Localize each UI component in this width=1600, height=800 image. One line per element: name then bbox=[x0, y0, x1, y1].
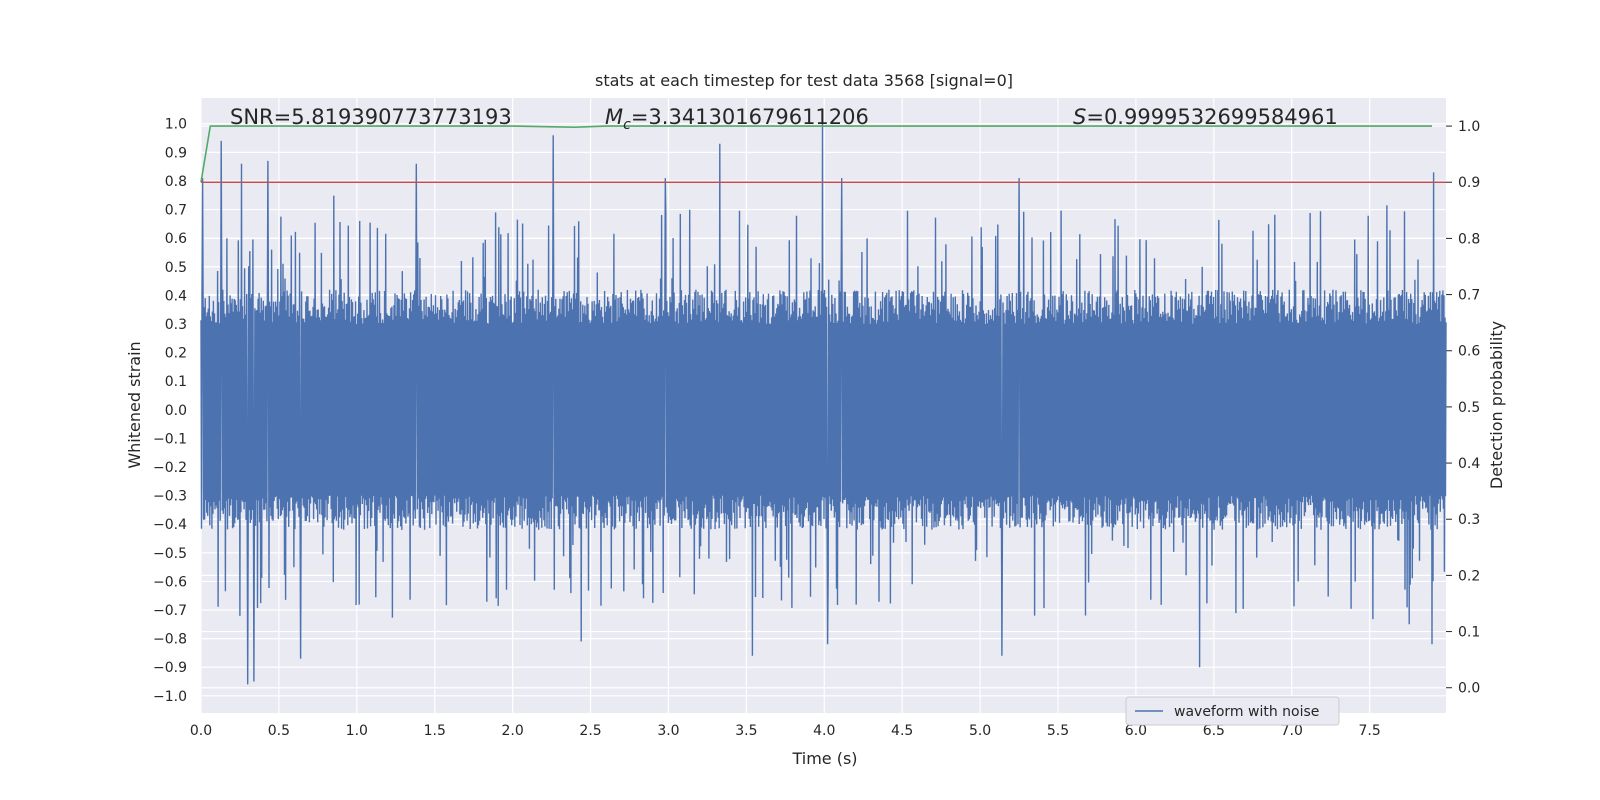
mc-value: =3.341301679611206 bbox=[631, 105, 869, 129]
chirp-mass-annotation: Mc=3.341301679611206 bbox=[605, 105, 869, 133]
y-tick-label-right: 0.6 bbox=[1458, 344, 1480, 360]
y-tick-label-left: −0.9 bbox=[153, 660, 187, 676]
y-tick-label-right: 0.4 bbox=[1458, 456, 1480, 472]
legend: waveform with noise bbox=[1125, 696, 1340, 726]
y-tick-label-right: 0.2 bbox=[1458, 568, 1480, 584]
x-tick-label: 5.5 bbox=[1047, 723, 1069, 739]
x-axis-label: Time (s) bbox=[791, 749, 857, 768]
x-tick-label: 7.0 bbox=[1281, 723, 1303, 739]
y-tick-label-left: 0.4 bbox=[165, 288, 187, 304]
x-ticks: 0.0 0.5 1.0 1.5 2.0 2.5 3.0 3.5 4.0 4.5 5.0 5.5 6.0 6… bbox=[190, 723, 1381, 739]
y-ticks-right: 1.0 0.9 0.8 0.7 0.6 0.5 0.4 0.3 0.2 0.1 0.0 bbox=[1446, 119, 1480, 697]
x-tick-label: 2.5 bbox=[579, 723, 601, 739]
y-tick-label-left: 0.7 bbox=[165, 203, 187, 219]
y-axis-label-right: Detection probability bbox=[1487, 321, 1506, 489]
y-tick-label-left: −0.8 bbox=[153, 632, 187, 648]
chart-title: stats at each timestep for test data 356… bbox=[595, 71, 1013, 90]
y-tick-label-right: 0.1 bbox=[1458, 625, 1480, 641]
waveform-line bbox=[200, 123, 1447, 685]
y-tick-label-left: −0.7 bbox=[153, 603, 187, 619]
mc-symbol: M bbox=[605, 105, 623, 129]
mc-subscript: c bbox=[623, 117, 631, 133]
x-tick-label: 0.0 bbox=[190, 723, 212, 739]
y-tick-label-right: 0.9 bbox=[1458, 175, 1480, 191]
s-annotation: S=0.9999532699584961 bbox=[1073, 105, 1338, 129]
legend-box bbox=[1125, 696, 1340, 726]
y-tick-label-left: 0.1 bbox=[165, 374, 187, 390]
detection-probability-line bbox=[200, 125, 1432, 183]
y-tick-label-right: 0.8 bbox=[1458, 231, 1480, 247]
y-tick-label-right: 0.3 bbox=[1458, 512, 1480, 528]
y-tick-label-left: −1.0 bbox=[153, 689, 187, 705]
x-tick-label: 4.5 bbox=[891, 723, 913, 739]
y-tick-label-right: 1.0 bbox=[1458, 119, 1480, 135]
y-tick-label-left: 0.0 bbox=[165, 403, 187, 419]
x-tick-label: 1.0 bbox=[346, 723, 368, 739]
x-tick-label: 5.0 bbox=[969, 723, 991, 739]
y-tick-label-left: 0.2 bbox=[165, 346, 187, 362]
legend-waveform-label: waveform with noise bbox=[1174, 704, 1319, 720]
y-tick-label-left: −0.6 bbox=[153, 574, 187, 590]
y-tick-label-left: −0.1 bbox=[153, 431, 187, 447]
x-tick-label: 7.5 bbox=[1359, 723, 1381, 739]
y-tick-label-left: −0.3 bbox=[153, 489, 187, 505]
x-tick-label: 6.0 bbox=[1125, 723, 1147, 739]
y-tick-label-right: 0.5 bbox=[1458, 400, 1480, 416]
x-tick-label: 3.0 bbox=[657, 723, 679, 739]
s-value: =0.9999532699584961 bbox=[1086, 105, 1337, 129]
y-tick-label-left: −0.2 bbox=[153, 460, 187, 476]
snr-annotation: SNR=5.819390773773193 bbox=[230, 105, 512, 129]
s-symbol: S bbox=[1073, 105, 1086, 129]
y-tick-label-left: 0.3 bbox=[165, 317, 187, 333]
y-tick-label-left: 0.6 bbox=[165, 231, 187, 247]
y-tick-label-left: −0.4 bbox=[153, 517, 187, 533]
y-ticks-left: 1.0 0.9 0.8 0.7 0.6 0.5 0.4 0.3 0.2 0.1 0.0 −0.1 −0.… bbox=[153, 117, 187, 705]
y-tick-label-left: 0.8 bbox=[165, 174, 187, 190]
y-tick-label-left: −0.5 bbox=[153, 546, 187, 562]
x-tick-label: 1.5 bbox=[424, 723, 446, 739]
x-tick-label: 6.5 bbox=[1203, 723, 1225, 739]
x-tick-label: 2.0 bbox=[502, 723, 524, 739]
x-tick-label: 4.0 bbox=[813, 723, 835, 739]
y-tick-label-left: 1.0 bbox=[165, 117, 187, 133]
x-tick-label: 3.5 bbox=[735, 723, 757, 739]
y-tick-label-right: 0.0 bbox=[1458, 681, 1480, 697]
y-tick-label-left: 0.5 bbox=[165, 260, 187, 276]
waveform-series bbox=[200, 123, 1447, 685]
y-tick-label-right: 0.7 bbox=[1458, 288, 1480, 304]
y-tick-label-left: 0.9 bbox=[165, 145, 187, 161]
y-axis-label-left: Whitened strain bbox=[125, 341, 144, 468]
x-tick-label: 0.5 bbox=[268, 723, 290, 739]
